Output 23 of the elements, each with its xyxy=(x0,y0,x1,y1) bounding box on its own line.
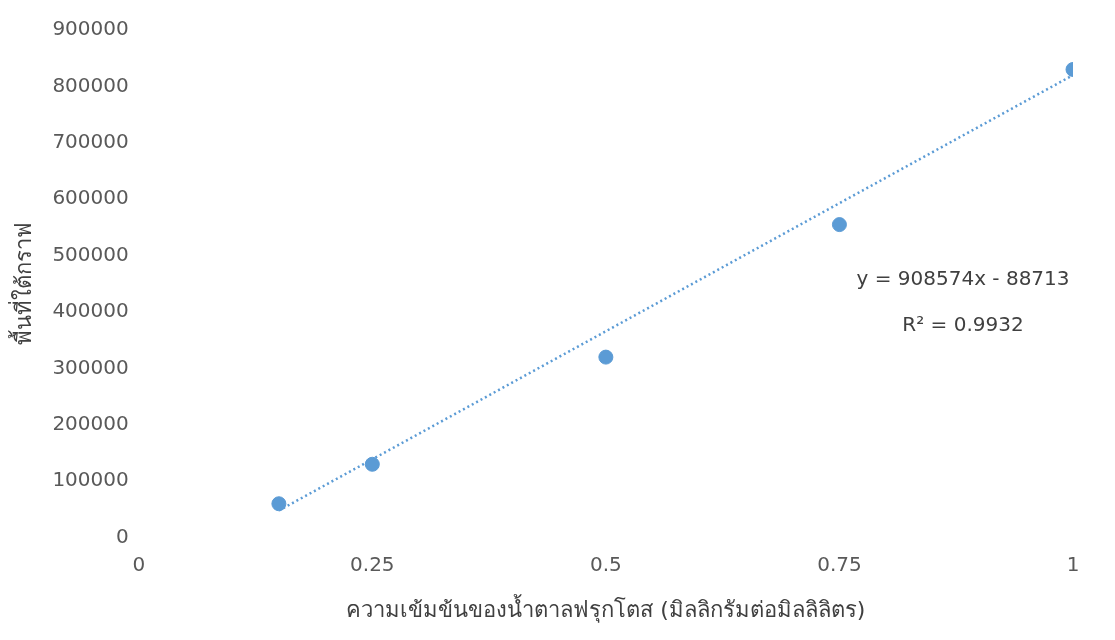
y-tick-label: 200000 xyxy=(52,411,129,435)
annotation: y = 908574x - 88713 xyxy=(856,266,1070,290)
y-tick-label: 0 xyxy=(116,523,129,548)
x-axis-title: ความเข้มข้นของน้ำตาลฟรุกโตส (มิลลิกรัมต่อมิลลิลิตร) xyxy=(346,593,866,623)
y-tick-label: 400000 xyxy=(52,298,129,323)
y-tick-label: 100000 xyxy=(52,467,129,492)
y-tick-label: 500000 xyxy=(52,241,129,266)
x-tick-label: 0.5 xyxy=(589,551,622,576)
point xyxy=(271,496,287,512)
x-tick-label: 0.75 xyxy=(817,551,862,576)
point xyxy=(831,217,847,233)
y-tick-label: 900000 xyxy=(52,16,129,41)
annotation: R² = 0.9932 xyxy=(902,312,1024,336)
y-tick-label: 700000 xyxy=(52,129,129,153)
point xyxy=(598,349,614,365)
x-tick-label: 1 xyxy=(1066,551,1080,576)
y-tick-label: 800000 xyxy=(52,72,129,97)
y-tick-label: 300000 xyxy=(52,354,129,379)
y-tick-label: 600000 xyxy=(52,185,129,210)
y-axis-title: พื้นที่ใต้กราฟ xyxy=(7,222,36,346)
x-tick-label: 0 xyxy=(132,551,146,576)
point xyxy=(364,456,380,472)
x-tick-label: 0.25 xyxy=(350,551,395,576)
